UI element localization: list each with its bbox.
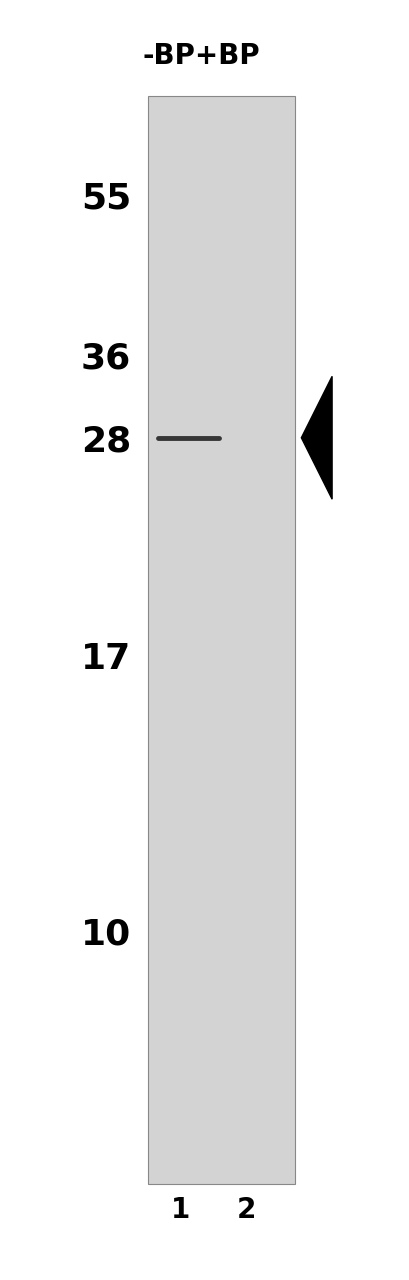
Text: -BP+BP: -BP+BP	[142, 42, 259, 70]
Text: 10: 10	[81, 918, 131, 951]
Bar	[147, 96, 294, 1184]
Text: 2: 2	[236, 1196, 255, 1224]
Text: 28: 28	[81, 425, 131, 458]
Text: 17: 17	[81, 643, 131, 676]
Polygon shape	[301, 376, 331, 499]
Text: 36: 36	[81, 342, 131, 375]
Text: 1: 1	[171, 1196, 189, 1224]
Text: 55: 55	[81, 182, 131, 215]
